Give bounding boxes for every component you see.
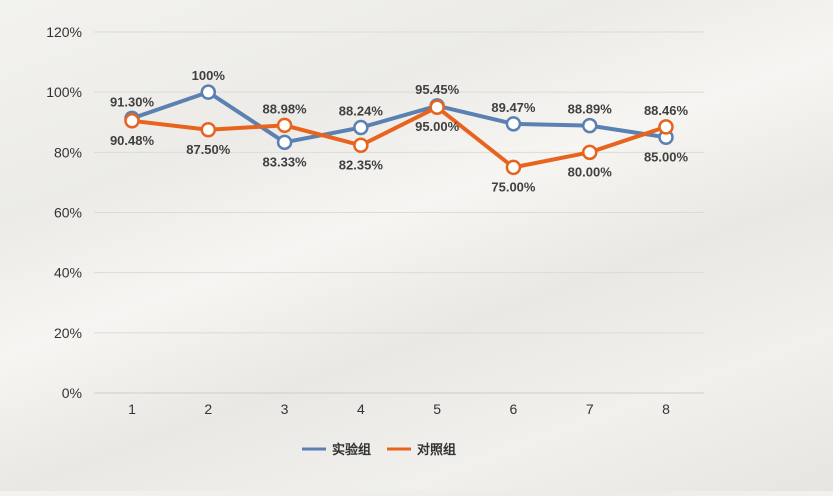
y-tick-label: 80% xyxy=(54,144,82,160)
series-line-2 xyxy=(130,105,668,170)
data-point xyxy=(276,117,293,134)
data-point xyxy=(200,122,217,138)
data-label: 83.33% xyxy=(263,154,308,169)
legend-label: 对照组 xyxy=(417,442,456,457)
data-point xyxy=(429,99,445,115)
data-label: 88.89% xyxy=(568,102,613,117)
data-label: 80.00% xyxy=(568,164,613,179)
data-label: 90.48% xyxy=(110,133,155,148)
legend: 实验组 对照组 xyxy=(302,442,456,457)
y-tick-label: 120% xyxy=(46,24,82,40)
data-point xyxy=(658,119,674,135)
data-label: 87.50% xyxy=(186,142,231,157)
data-point xyxy=(581,117,598,134)
data-point xyxy=(276,134,293,151)
x-tick-label: 8 xyxy=(662,401,670,417)
x-tick-label: 4 xyxy=(357,401,365,417)
data-point xyxy=(505,159,522,176)
x-tick-label: 5 xyxy=(433,401,441,417)
series-lines xyxy=(124,84,674,176)
y-tick-label: 20% xyxy=(54,325,82,341)
data-label: 89.47% xyxy=(491,100,536,115)
gridlines xyxy=(94,31,704,394)
data-label: 82.35% xyxy=(339,157,384,172)
legend-label: 实验组 xyxy=(332,442,371,457)
data-point xyxy=(200,84,217,100)
y-tick-label: 40% xyxy=(54,265,82,281)
data-label: 100% xyxy=(192,68,226,83)
x-tick-label: 2 xyxy=(204,401,212,417)
x-tick-label: 1 xyxy=(128,401,136,417)
y-tick-label: 100% xyxy=(46,84,82,100)
data-label: 88.46% xyxy=(644,103,689,118)
y-tick-label: 0% xyxy=(62,385,82,401)
data-point xyxy=(353,137,369,154)
data-label: 91.30% xyxy=(110,94,155,109)
data-label: 88.98% xyxy=(263,101,308,116)
x-axis-tick-labels: 1 2 3 4 5 6 7 8 xyxy=(128,401,670,417)
series-line-1 xyxy=(130,90,668,145)
data-point xyxy=(124,113,140,129)
data-label: 95.45% xyxy=(415,82,460,97)
data-label: 88.24% xyxy=(339,104,384,119)
data-label: 75.00% xyxy=(491,179,536,194)
data-point xyxy=(505,116,522,132)
data-labels: 91.30% 90.48% 100% 87.50% 83.33% 88.98% 88.24%… xyxy=(110,68,689,194)
data-label: 95.00% xyxy=(415,119,460,134)
y-tick-label: 60% xyxy=(54,205,82,221)
data-point xyxy=(353,119,369,136)
data-point xyxy=(581,144,598,161)
y-axis-tick-labels: 0% 20% 40% 60% 80% 100% 120% xyxy=(46,24,82,401)
x-tick-label: 6 xyxy=(510,401,518,417)
x-tick-label: 3 xyxy=(281,401,289,417)
data-label: 85.00% xyxy=(644,149,689,164)
x-tick-label: 7 xyxy=(586,401,594,417)
